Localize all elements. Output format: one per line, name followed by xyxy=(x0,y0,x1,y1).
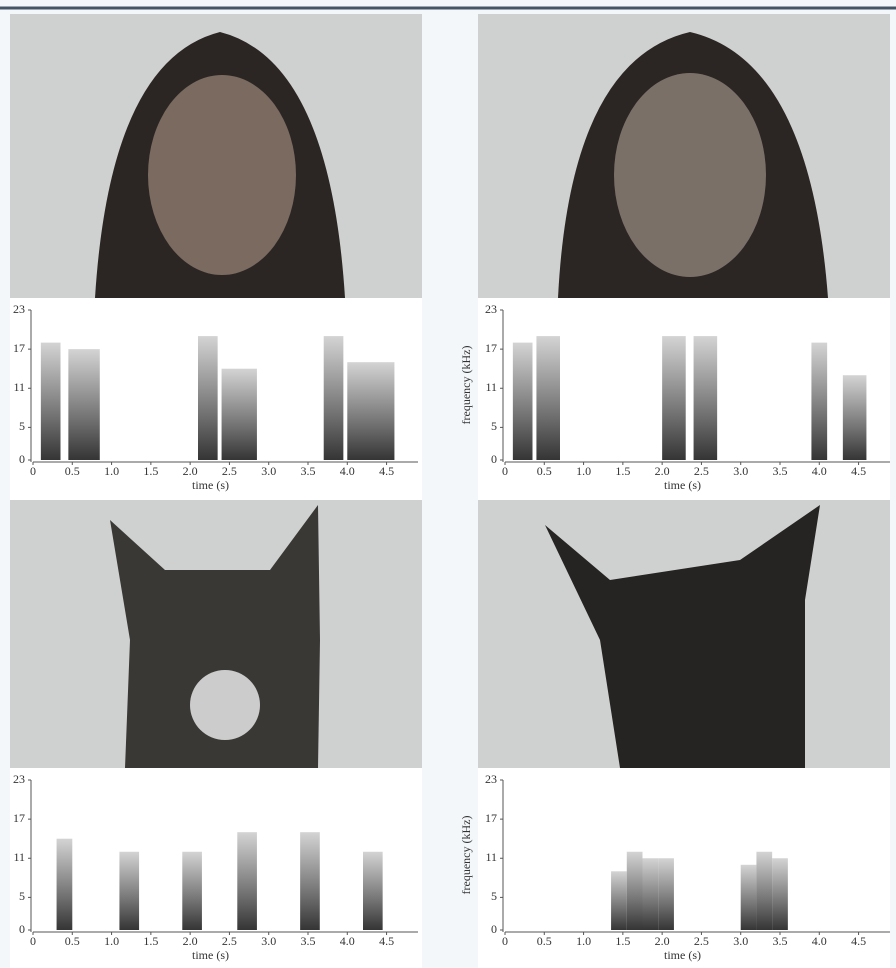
y-tick-label: 17 xyxy=(13,811,25,825)
x-axis-label: time (s) xyxy=(664,948,701,962)
spectral-burst xyxy=(324,336,344,460)
x-tick-label: 0.5 xyxy=(537,464,552,478)
spectral-burst xyxy=(643,858,659,930)
y-tick-label: 5 xyxy=(19,419,25,433)
x-tick-label: 1.5 xyxy=(143,934,158,948)
x-tick-label: 2.0 xyxy=(655,464,670,478)
x-tick-label: 4.5 xyxy=(851,464,866,478)
y-tick-label: 17 xyxy=(485,811,497,825)
x-tick-label: 3.5 xyxy=(773,934,788,948)
spectral-burst xyxy=(68,349,99,460)
y-tick-label: 11 xyxy=(485,850,497,864)
spectral-burst xyxy=(694,336,718,460)
x-tick-label: 0.5 xyxy=(65,464,80,478)
x-axis-label: time (s) xyxy=(192,948,229,962)
x-tick-label: 4.0 xyxy=(812,934,827,948)
x-tick-label: 1.5 xyxy=(615,464,630,478)
spectral-burst xyxy=(741,865,757,930)
spectral-burst xyxy=(756,852,772,930)
spectral-burst xyxy=(363,852,383,930)
x-tick-label: 4.0 xyxy=(340,934,355,948)
x-tick-label: 1.5 xyxy=(143,464,158,478)
x-tick-label: 3.0 xyxy=(261,464,276,478)
x-tick-label: 1.0 xyxy=(104,464,119,478)
figure: 0 0.5 1.0 1.5 2.0 2.5 3.0 3.5 4.0 4.5 0 5 11 17 23 time… xyxy=(0,0,896,968)
spectral-burst xyxy=(513,343,533,460)
y-tick-label: 0 xyxy=(491,922,497,936)
spectral-burst xyxy=(222,369,257,460)
x-tick-label: 3.5 xyxy=(301,464,316,478)
spectral-burst xyxy=(237,832,257,930)
face xyxy=(148,75,296,275)
y-tick-label: 5 xyxy=(19,889,25,903)
x-tick-label: 0 xyxy=(30,464,36,478)
x-tick-label: 2.0 xyxy=(655,934,670,948)
x-tick-label: 3.0 xyxy=(733,934,748,948)
x-tick-label: 3.5 xyxy=(773,464,788,478)
x-tick-label: 2.5 xyxy=(694,934,709,948)
y-axis-label: frequency (kHz) xyxy=(459,346,473,425)
y-tick-label: 11 xyxy=(13,850,25,864)
x-tick-label: 3.5 xyxy=(301,934,316,948)
spectral-burst xyxy=(119,852,139,930)
y-tick-label: 17 xyxy=(485,341,497,355)
x-tick-label: 0.5 xyxy=(537,934,552,948)
x-tick-label: 2.5 xyxy=(222,934,237,948)
spectral-burst xyxy=(843,375,867,460)
x-tick-label: 0 xyxy=(502,934,508,948)
x-tick-label: 0.5 xyxy=(65,934,80,948)
y-tick-label: 23 xyxy=(485,772,497,786)
face xyxy=(614,73,766,277)
y-tick-label: 11 xyxy=(485,380,497,394)
x-tick-label: 1.0 xyxy=(576,464,591,478)
x-axis-label: time (s) xyxy=(192,478,229,492)
x-tick-label: 2.5 xyxy=(694,464,709,478)
x-tick-label: 4.0 xyxy=(812,464,827,478)
spectral-burst xyxy=(611,871,627,930)
spectral-burst xyxy=(536,336,560,460)
x-tick-label: 4.5 xyxy=(379,934,394,948)
y-tick-label: 23 xyxy=(13,772,25,786)
y-tick-label: 23 xyxy=(485,302,497,316)
y-axis-label: frequency (kHz) xyxy=(459,816,473,895)
spectral-burst xyxy=(662,336,686,460)
x-tick-label: 3.0 xyxy=(733,464,748,478)
x-tick-label: 2.5 xyxy=(222,464,237,478)
spectral-burst xyxy=(198,336,218,460)
spectral-burst xyxy=(57,839,73,930)
dog-mouth xyxy=(190,670,260,740)
x-tick-label: 2.0 xyxy=(183,934,198,948)
y-tick-label: 0 xyxy=(491,452,497,466)
y-tick-label: 23 xyxy=(13,302,25,316)
y-tick-label: 17 xyxy=(13,341,25,355)
spectral-burst xyxy=(41,343,61,460)
x-tick-label: 4.5 xyxy=(851,934,866,948)
spectral-burst xyxy=(182,852,202,930)
y-tick-label: 5 xyxy=(491,889,497,903)
x-tick-label: 0 xyxy=(30,934,36,948)
x-tick-label: 3.0 xyxy=(261,934,276,948)
y-tick-label: 5 xyxy=(491,419,497,433)
spectral-burst xyxy=(347,362,394,460)
x-tick-label: 0 xyxy=(502,464,508,478)
spectral-burst xyxy=(300,832,320,930)
x-tick-label: 4.0 xyxy=(340,464,355,478)
y-tick-label: 0 xyxy=(19,452,25,466)
y-tick-label: 11 xyxy=(13,380,25,394)
spectral-burst xyxy=(627,852,643,930)
spectral-burst xyxy=(658,858,674,930)
x-tick-label: 4.5 xyxy=(379,464,394,478)
x-tick-label: 1.0 xyxy=(576,934,591,948)
x-axis-label: time (s) xyxy=(664,478,701,492)
spectral-burst xyxy=(811,343,827,460)
x-tick-label: 1.0 xyxy=(104,934,119,948)
y-tick-label: 0 xyxy=(19,922,25,936)
spectral-burst xyxy=(772,858,788,930)
x-tick-label: 1.5 xyxy=(615,934,630,948)
x-tick-label: 2.0 xyxy=(183,464,198,478)
